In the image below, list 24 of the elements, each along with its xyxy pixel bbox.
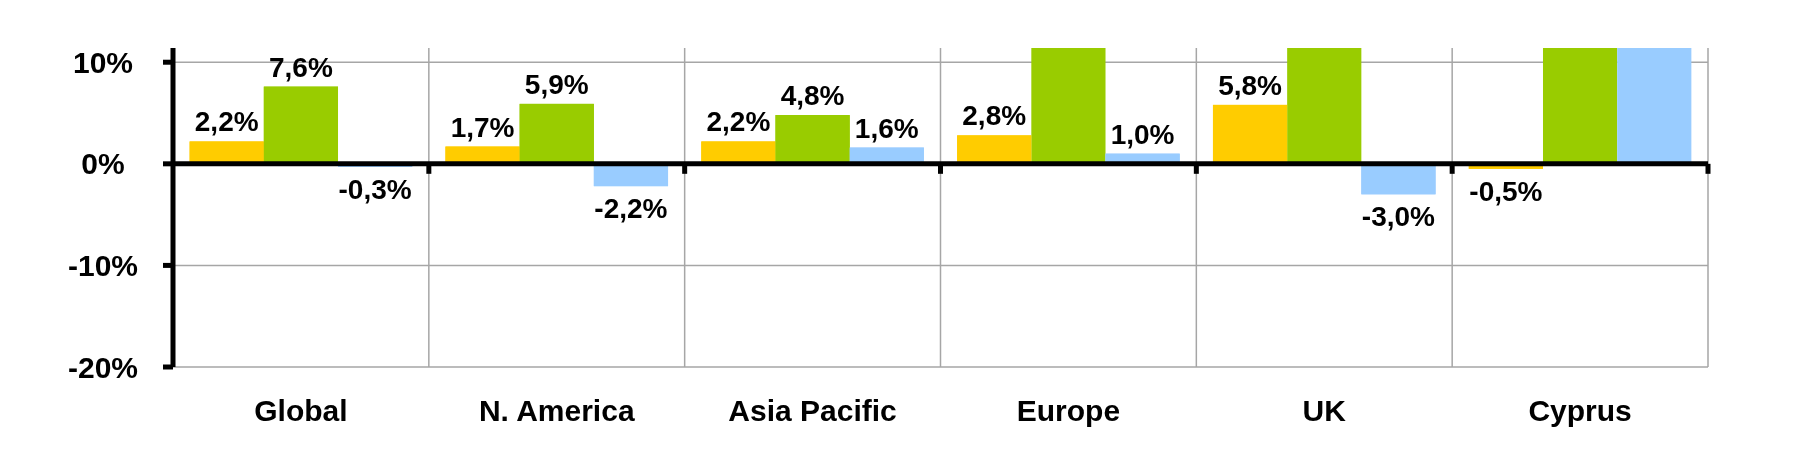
data-label: -0,5% bbox=[1469, 175, 1543, 207]
x-tick-label: UK bbox=[1302, 394, 1347, 427]
data-label: 2,2% bbox=[194, 106, 259, 138]
data-label: 5,8% bbox=[1218, 69, 1283, 101]
data-label: -0,3% bbox=[338, 173, 412, 205]
data-label: 7,6% bbox=[269, 51, 333, 83]
x-tick-label: Europe bbox=[1016, 394, 1121, 427]
data-label: 2,2% bbox=[706, 106, 771, 138]
data-label: 1,7% bbox=[450, 111, 515, 143]
data-label: 5,9% bbox=[524, 68, 589, 100]
data-label: -3,0% bbox=[1361, 201, 1436, 233]
x-tick-label: Asia Pacific bbox=[728, 394, 897, 427]
y-tick-label: -20% bbox=[67, 350, 139, 384]
x-tick-label: Cyprus bbox=[1528, 394, 1632, 427]
y-tick-label: 10% bbox=[72, 45, 134, 79]
x-tick-label: N. America bbox=[478, 394, 635, 427]
data-label: 2,8% bbox=[962, 100, 1027, 132]
data-label: 1,6% bbox=[854, 112, 919, 144]
y-tick-label: 0% bbox=[81, 147, 125, 181]
data-label: -2,2% bbox=[594, 193, 668, 225]
x-tick-label: Global bbox=[254, 394, 348, 427]
data-label: 4,8% bbox=[780, 80, 845, 112]
data-label: 1,0% bbox=[1110, 118, 1175, 150]
y-tick-label: -10% bbox=[67, 248, 139, 282]
